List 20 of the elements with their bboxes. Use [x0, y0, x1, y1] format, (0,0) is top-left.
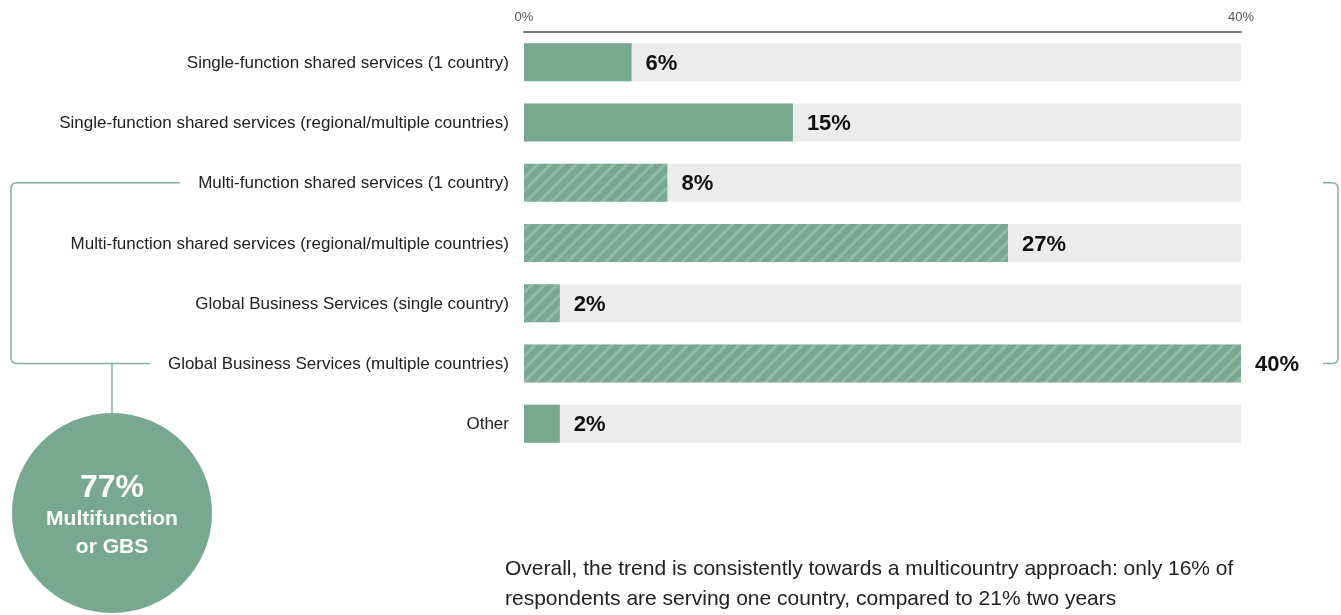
text: 77%: [78, 468, 145, 504]
y-tick-label: Global Business Services (multiple countries): [167, 354, 509, 374]
y-tick-label: Multi-function shared services (1 country): [198, 173, 509, 193]
data-label: 6%: [645, 49, 678, 75]
y-tick-label: Global Business Services (single country): [195, 293, 509, 313]
data-label: 27%: [1021, 230, 1067, 256]
y-tick-label: Multi-function shared services (regional/multiple countries): [70, 233, 509, 253]
x-tick-label: 0%: [514, 9, 534, 24]
bar: [524, 404, 560, 443]
data-label: 15%: [806, 109, 851, 135]
text: Overall, the trend is consistently towards a multicountry approach: only 16% of respondents are serving one country, compared to 21% two years: [505, 555, 1235, 611]
text: Multifunction or GBS: [45, 505, 179, 559]
data-label: 40%: [1255, 351, 1300, 377]
data-label: 2%: [573, 290, 606, 316]
y-tick-label: Other: [466, 414, 510, 434]
data-label: 2%: [573, 411, 606, 437]
y-tick-label: Single-function shared services (1 country): [186, 52, 509, 72]
bar: [524, 43, 632, 82]
data-label: 8%: [681, 170, 714, 196]
y-tick-label: Single-function shared services (regional/multiple countries): [59, 112, 509, 132]
